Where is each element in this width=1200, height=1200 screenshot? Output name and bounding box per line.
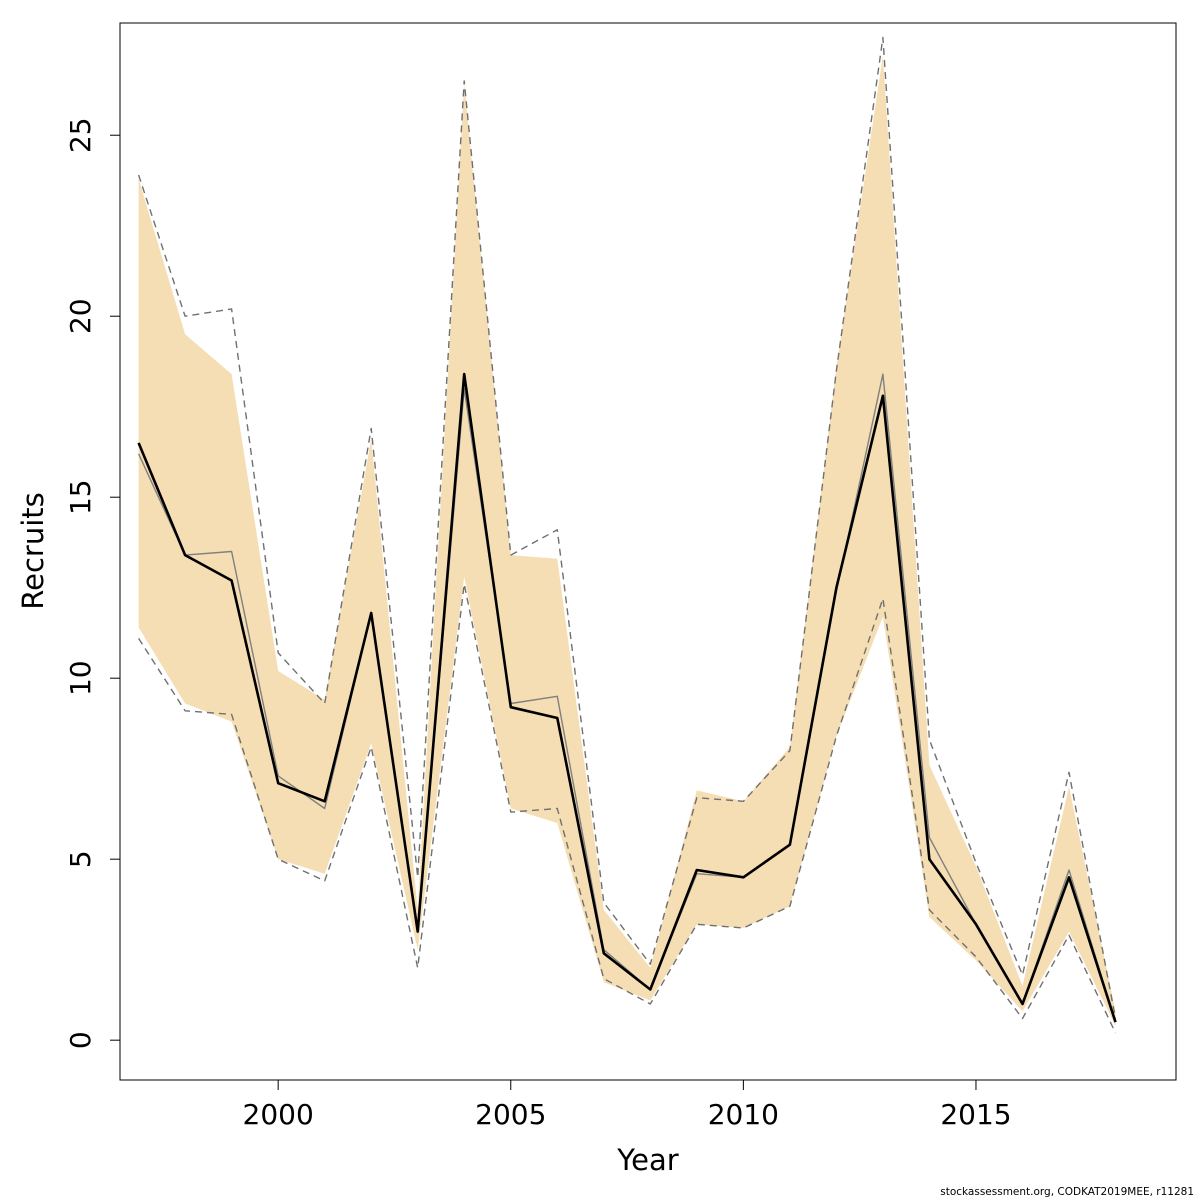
y-tick-label: 15 <box>64 479 97 515</box>
x-axis-title: Year <box>616 1143 678 1177</box>
y-tick-label: 25 <box>64 117 97 153</box>
x-axis: 2000 2005 2010 2015 <box>243 1079 1012 1131</box>
plot-frame <box>119 22 1177 1081</box>
y-axis-title: Recruits <box>16 492 50 609</box>
confidence-band-layer <box>138 55 1116 1026</box>
series-previous-lower-bound <box>138 583 1117 1034</box>
series-previous-upper-bound <box>137 36 1117 1019</box>
y-tick-label: 20 <box>64 298 97 334</box>
y-tick-label: 0 <box>64 1031 97 1049</box>
series-layer <box>137 36 1117 1034</box>
y-tick-label: 5 <box>64 850 97 868</box>
confidence-band <box>138 55 1116 1026</box>
y-tick-label: 10 <box>64 660 97 696</box>
x-tick-label: 2000 <box>243 1098 314 1131</box>
series-current-estimate <box>137 372 1117 1023</box>
x-tick-label: 2005 <box>475 1098 546 1131</box>
x-tick-label: 2015 <box>940 1098 1011 1131</box>
y-axis: 0 5 10 15 20 25 <box>64 117 121 1049</box>
x-tick-label: 2010 <box>708 1098 779 1131</box>
footer-credit: stockassessment.org, CODKAT2019MEE, r112… <box>940 1186 1194 1198</box>
